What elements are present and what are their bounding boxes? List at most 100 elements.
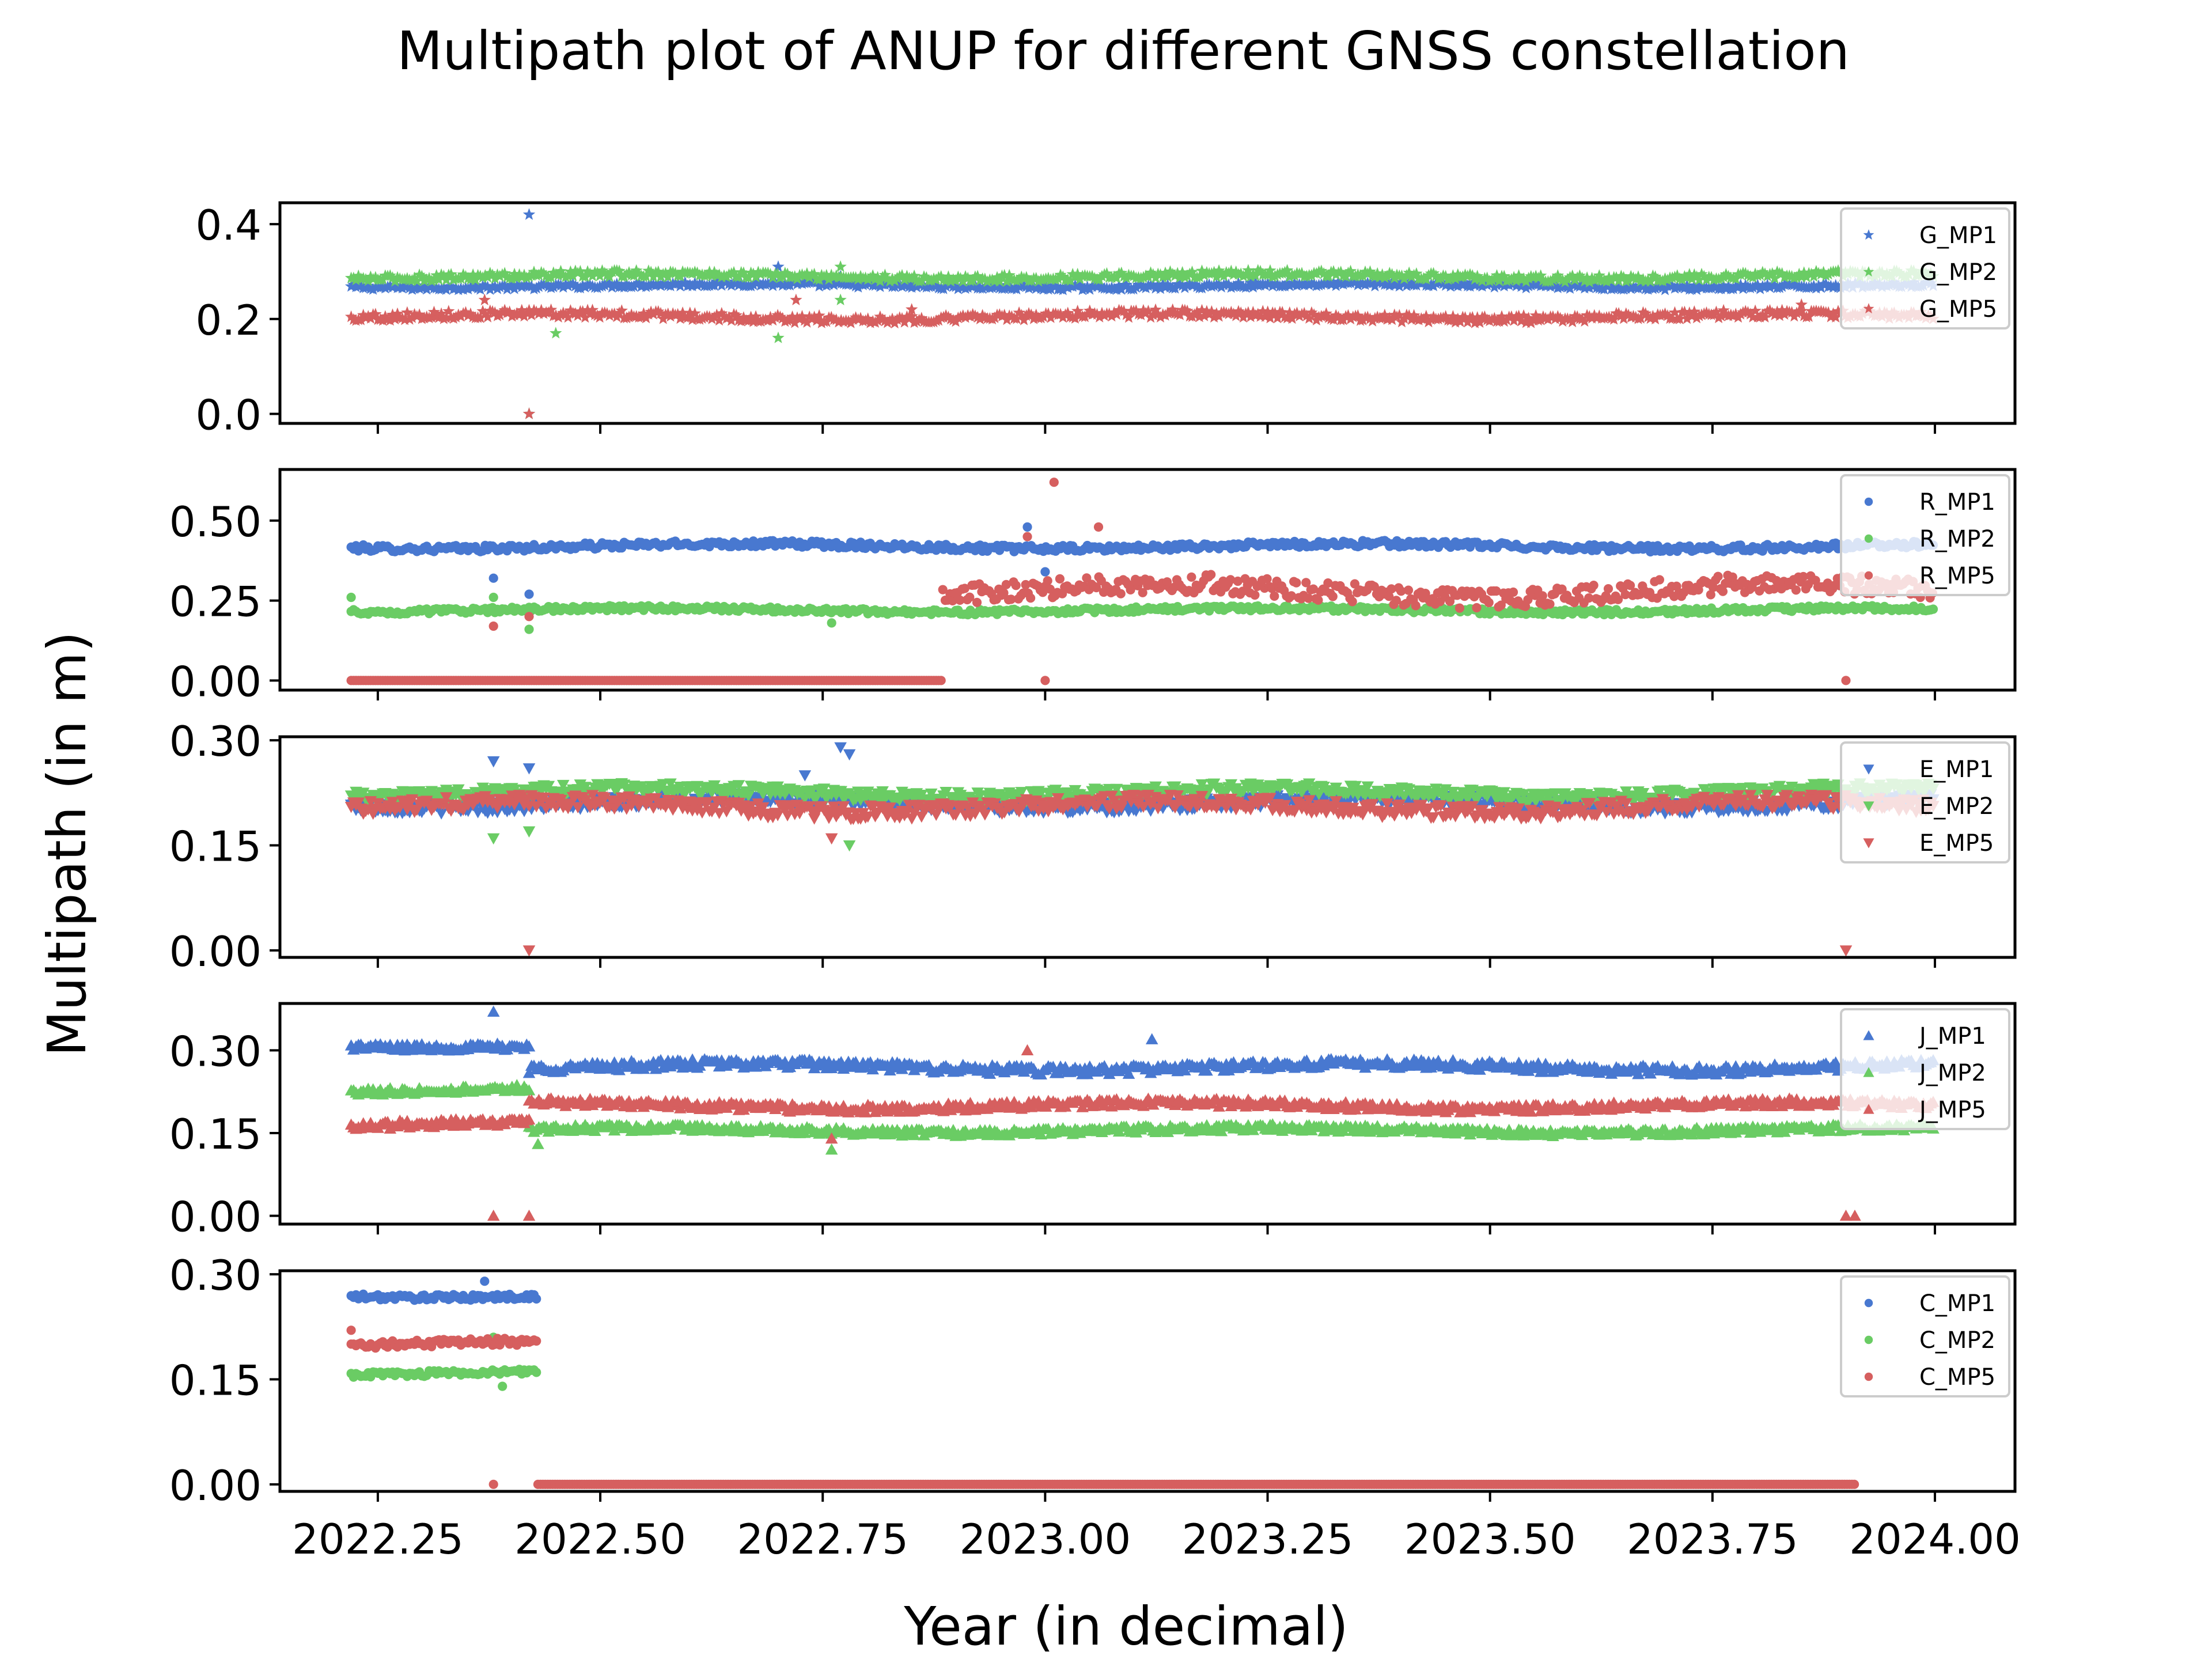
data-point — [1249, 276, 1262, 288]
data-point — [659, 267, 672, 279]
data-point — [1300, 309, 1313, 321]
data-point — [1802, 310, 1815, 322]
y-tick-label: 0.50 — [169, 498, 262, 546]
data-point — [1739, 267, 1752, 279]
data-point — [1718, 586, 1728, 596]
data-point — [1084, 304, 1096, 316]
data-point — [1551, 269, 1564, 281]
data-point — [1210, 307, 1223, 319]
data-point — [935, 270, 948, 282]
data-point — [1805, 267, 1818, 280]
data-point — [1775, 267, 1789, 279]
data-point — [942, 310, 955, 323]
data-point — [1620, 590, 1630, 600]
data-point — [1176, 266, 1189, 278]
y-tick-label: 0.2 — [195, 296, 262, 344]
data-point — [1589, 581, 1599, 590]
data-point — [1551, 310, 1564, 322]
data-point — [981, 279, 994, 291]
data-point — [1120, 278, 1132, 290]
data-point — [445, 280, 457, 292]
series-G_MP5 — [344, 293, 1940, 419]
scatter-points — [344, 742, 1940, 957]
data-point — [1271, 311, 1284, 324]
data-point — [915, 312, 928, 324]
data-point — [1761, 278, 1774, 290]
data-point — [1766, 267, 1779, 279]
data-point — [652, 305, 665, 317]
data-point — [1717, 304, 1730, 316]
data-point — [1159, 266, 1172, 278]
data-point — [747, 315, 760, 327]
data-point — [1584, 593, 1594, 603]
data-point — [488, 592, 498, 603]
series-R_MP1 — [346, 522, 1938, 599]
data-point — [1593, 309, 1605, 321]
data-point — [722, 310, 736, 323]
series-R_MP2 — [346, 592, 1938, 634]
data-point — [564, 304, 577, 316]
data-point — [1022, 532, 1032, 541]
data-point — [1756, 308, 1769, 320]
data-point — [1298, 306, 1310, 319]
data-point — [871, 271, 884, 283]
data-point — [1688, 268, 1700, 280]
data-point — [772, 331, 785, 343]
data-point — [498, 267, 511, 279]
data-point — [1215, 268, 1228, 280]
data-point — [1566, 269, 1579, 281]
data-point — [1522, 312, 1535, 324]
data-point — [991, 271, 1003, 283]
data-point — [674, 312, 687, 324]
data-point — [1484, 598, 1494, 608]
data-point — [1330, 309, 1342, 321]
data-point — [620, 278, 633, 290]
legend-marker — [1864, 534, 1873, 543]
data-point — [1200, 305, 1213, 317]
data-point — [789, 270, 801, 282]
data-point — [550, 327, 562, 339]
data-point — [411, 274, 423, 286]
data-point — [801, 316, 813, 328]
data-point — [1437, 277, 1450, 289]
data-point — [1468, 316, 1482, 328]
data-point — [1342, 309, 1355, 321]
data-point — [544, 303, 558, 316]
data-point — [1351, 309, 1364, 321]
data-point — [1210, 270, 1223, 282]
data-point — [608, 307, 621, 320]
data-point — [603, 277, 616, 290]
data-point — [369, 308, 382, 320]
data-point — [344, 310, 358, 323]
data-point — [384, 314, 396, 326]
data-point — [1830, 310, 1842, 323]
data-point — [613, 264, 626, 276]
data-point — [1488, 312, 1501, 324]
data-point — [1498, 270, 1510, 282]
data-point — [1054, 308, 1067, 320]
data-point — [1688, 279, 1700, 291]
data-point — [1317, 267, 1330, 279]
data-point — [556, 779, 570, 791]
y-tick-label: 0.00 — [169, 657, 262, 706]
data-point — [1768, 272, 1781, 284]
data-point — [559, 308, 572, 320]
data-point — [567, 269, 579, 282]
data-point — [379, 310, 392, 322]
data-point — [742, 790, 755, 802]
data-point — [1040, 676, 1050, 685]
data-point — [540, 278, 552, 290]
data-point — [1391, 596, 1401, 605]
data-point — [1015, 787, 1028, 798]
data-point — [1446, 310, 1460, 322]
data-point — [764, 268, 777, 280]
data-point — [581, 265, 594, 277]
data-point — [1181, 304, 1194, 316]
data-point — [744, 310, 757, 323]
data-point — [554, 264, 567, 276]
data-point — [1634, 312, 1647, 324]
data-point — [728, 266, 740, 278]
data-point — [725, 314, 738, 326]
data-point — [1144, 266, 1157, 278]
data-point — [479, 307, 491, 320]
